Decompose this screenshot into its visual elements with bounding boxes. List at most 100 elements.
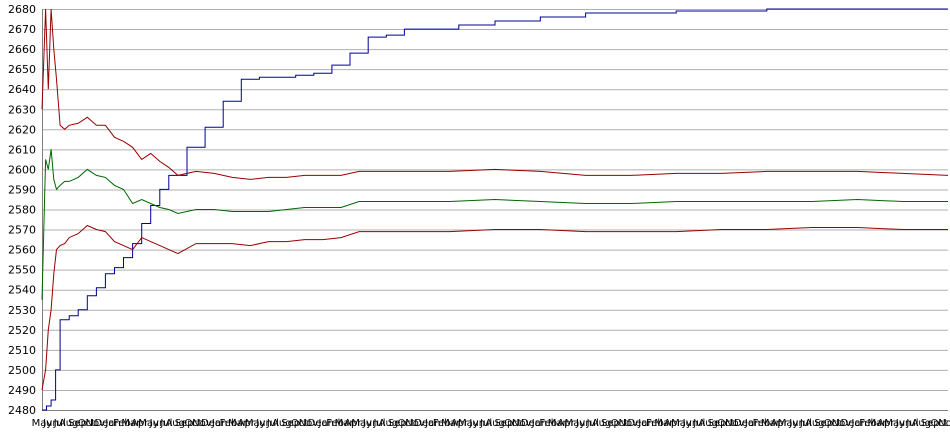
x-tick-label: Jul [159,418,172,429]
x-tick-label: Jun [149,418,166,429]
y-axis: 2480 2490 2500 2510 2520 2530 2540 2550 2560 2570… [8,3,43,417]
x-tick-label: May [245,418,266,429]
x-tick-label: Mar [121,418,141,429]
x-tick-label: Nov [299,418,319,429]
x-tick-label: Jan [318,418,334,429]
x-tick-label: Aug [272,418,292,429]
y-tick-label: 2680 [8,3,36,16]
x-tick-label: Mar [228,418,248,429]
y-tick-label: 2500 [8,364,36,377]
x-tick-label: Jan [531,418,547,429]
x-tick-label: Oct [930,418,947,429]
x-tick-label: Dec [734,418,753,429]
x-tick-label: Mar [548,418,568,429]
x-tick-label: Oct [78,418,95,429]
x-tick-label: Aug [698,418,718,429]
x-tick-label: Jun [788,418,805,429]
x-tick-label: Jan [850,418,866,429]
x-tick-label: Apr [238,418,256,429]
x-tick-label: Nov [405,418,425,429]
x-tick-label: Jun [362,418,379,429]
x-tick-label: Apr [344,418,362,429]
y-tick-label: 2560 [8,244,36,257]
x-tick-label: Apr [877,418,895,429]
y-tick-label: 2620 [8,123,36,136]
x-tick-label: Dec [521,418,540,429]
y-tick-label: 2520 [8,324,36,337]
x-tick-label: Jan [744,418,760,429]
x-tick-label: Oct [184,418,201,429]
y-tick-label: 2630 [8,103,36,116]
x-tick-label: Mar [441,418,461,429]
x-tick-label: Mar [761,418,781,429]
x-tick-label: Jul [586,418,599,429]
x-tick-label: Feb [753,418,771,429]
x-tick-label: Nov [725,418,745,429]
x-tick-label: May [138,418,159,429]
x-tick-label: Jun [255,418,272,429]
x-tick-label: May [351,418,372,429]
x-tick-label: Aug [485,418,505,429]
y-tick-label: 2580 [8,204,36,217]
y-tick-label: 2670 [8,23,36,36]
x-tick-label: Feb [326,418,344,429]
x-tick-label: Oct [291,418,308,429]
x-tick-label: Jul [692,418,705,429]
x-tick-label: Apr [451,418,469,429]
y-tick-label: 2490 [8,384,36,397]
x-tick-label: Jul [266,418,279,429]
x-tick-label: Aug [165,418,185,429]
x-tick-label: Jul [905,418,918,429]
x-tick-label: Sep [388,418,407,429]
x-tick-label: Jan [637,418,653,429]
x-tick-label: Dec [414,418,433,429]
x-tick-label: Jul [479,418,492,429]
x-tick-label: Nov [192,418,212,429]
x-tick-label: Oct [611,418,628,429]
y-tick-label: 2590 [8,183,36,196]
x-tick-label: Aug [912,418,932,429]
x-tick-label: Jun [895,418,912,429]
x-tick-label: Jun [468,418,485,429]
x-tick-label: May [565,418,586,429]
x-tick-label: Jul [372,418,385,429]
x-tick-label: Feb [859,418,877,429]
x-axis: MayJunJulAugSepOctNovDecJanFebMarAprMayJ… [32,410,950,429]
series-group [41,8,949,411]
x-tick-label: Dec [201,418,220,429]
x-tick-label: Mar [654,418,674,429]
x-tick-label: Dec [94,418,113,429]
x-tick-label: Aug [379,418,399,429]
x-tick-label: Feb [539,418,557,429]
x-tick-label: Nov [618,418,638,429]
x-tick-label: Nov [86,418,106,429]
x-tick-label: Sep [175,418,194,429]
x-tick-label: Aug [805,418,825,429]
x-tick-label: Dec [627,418,646,429]
x-tick-label: Nov [832,418,852,429]
x-tick-label: May [671,418,692,429]
x-tick-label: May [778,418,799,429]
x-tick-label: Mar [868,418,888,429]
y-tick-label: 2540 [8,284,36,297]
x-tick-label: Oct [717,418,734,429]
x-tick-label: Jan [211,418,227,429]
y-tick-label: 2550 [8,264,36,277]
x-tick-label: May [32,418,53,429]
y-tick-label: 2480 [8,404,36,417]
x-tick-label: Sep [281,418,300,429]
y-tick-label: 2600 [8,163,36,176]
x-tick-label: Feb [433,418,451,429]
x-tick-label: Oct [398,418,415,429]
series-line-4 [41,224,948,390]
x-tick-label: Sep [921,418,940,429]
x-tick-label: Oct [824,418,841,429]
x-tick-label: Jan [424,418,440,429]
x-tick-label: Jul [53,418,66,429]
x-tick-label: Oct [504,418,521,429]
x-tick-label: Jun [575,418,592,429]
x-tick-label: Feb [113,418,131,429]
x-tick-label: Feb [646,418,664,429]
x-tick-label: Sep [708,418,727,429]
